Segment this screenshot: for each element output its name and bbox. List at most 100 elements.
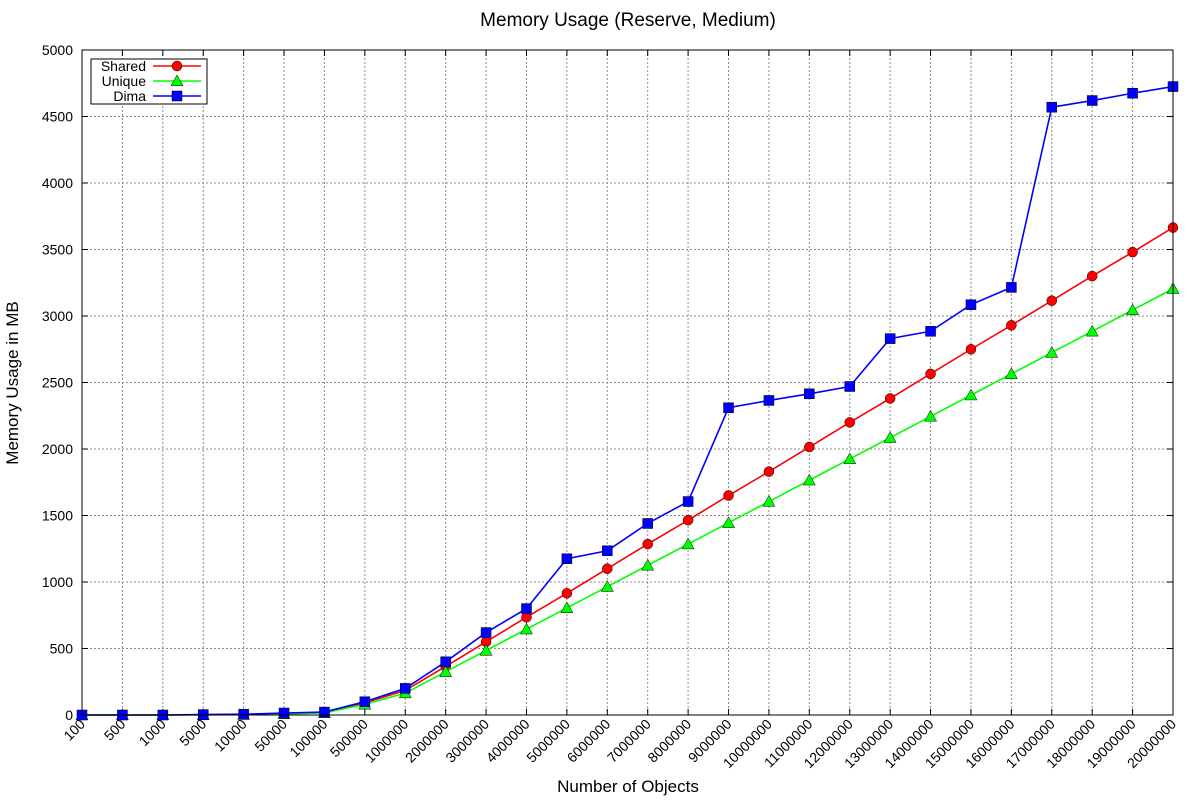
data-point xyxy=(642,518,653,529)
x-tick-label: 4000000 xyxy=(483,716,533,766)
data-point xyxy=(1045,346,1059,358)
data-point xyxy=(170,74,184,87)
x-tick-label: 5000000 xyxy=(523,716,573,766)
data-point xyxy=(844,381,855,392)
data-point xyxy=(319,706,330,718)
data-point xyxy=(925,326,936,337)
data-point xyxy=(520,622,533,635)
data-point xyxy=(171,90,183,102)
x-tick-label: 100000 xyxy=(286,716,330,760)
data-point xyxy=(479,643,493,656)
data-point xyxy=(844,417,855,428)
y-tick-label: 2500 xyxy=(42,375,73,391)
data-point xyxy=(1085,324,1099,337)
x-axis-label: Number of Objects xyxy=(557,777,699,796)
y-tick-label: 5000 xyxy=(42,42,73,58)
series-line xyxy=(82,226,1174,716)
data-point xyxy=(560,601,574,613)
data-point xyxy=(600,580,614,592)
data-point xyxy=(521,603,532,614)
y-tick-label: 1500 xyxy=(42,508,73,524)
y-tick-label: 2000 xyxy=(42,441,73,457)
data-point xyxy=(1046,101,1058,113)
data-point xyxy=(480,627,492,638)
data-point xyxy=(682,496,694,507)
data-point xyxy=(1086,95,1098,106)
data-point xyxy=(602,563,613,574)
y-axis-label: Memory Usage in MB xyxy=(3,301,22,464)
data-point xyxy=(964,388,978,401)
data-point xyxy=(400,683,411,694)
x-tick-label: 7000000 xyxy=(604,716,654,766)
data-point xyxy=(359,696,371,707)
data-point xyxy=(1004,367,1018,379)
x-tick-label: 10000 xyxy=(211,716,250,755)
data-point xyxy=(925,368,936,380)
data-point xyxy=(602,545,613,556)
tick-labels: 0 500 1000 1500 2000 2500 3000 3500 4000 4500 5000… xyxy=(42,42,1179,771)
y-tick-label: 0 xyxy=(65,707,73,723)
plot-frame xyxy=(81,49,1174,716)
x-tick-label: 1000000 xyxy=(362,716,412,766)
data-point xyxy=(171,60,183,72)
series-unique xyxy=(75,282,1180,721)
data-point xyxy=(804,388,815,400)
x-tick-label: 50000 xyxy=(251,716,290,755)
y-tick-label: 3000 xyxy=(42,308,73,324)
legend-label: Shared xyxy=(101,58,146,74)
y-tick-label: 1000 xyxy=(42,574,73,590)
data-point xyxy=(1127,246,1138,258)
data-point xyxy=(802,473,816,486)
x-tick-label: 1000 xyxy=(136,716,169,749)
data-point xyxy=(439,665,453,677)
series-line xyxy=(82,85,1174,716)
legend-label: Unique xyxy=(102,73,147,89)
series-dima xyxy=(76,81,1179,721)
data-point xyxy=(238,708,249,720)
series-lines xyxy=(75,81,1180,721)
data-point xyxy=(642,538,653,550)
x-tick-label: 2000000 xyxy=(402,716,452,766)
data-point xyxy=(1006,282,1017,293)
data-point xyxy=(804,441,815,453)
x-tick-label: 3000000 xyxy=(442,716,492,766)
data-point xyxy=(1127,87,1138,99)
series-shared xyxy=(76,222,1179,721)
y-tick-label: 4500 xyxy=(42,109,73,125)
data-point xyxy=(763,466,775,477)
data-point xyxy=(884,393,896,404)
data-point xyxy=(883,431,897,443)
data-point xyxy=(924,409,937,422)
data-point xyxy=(681,537,695,550)
data-point xyxy=(1086,270,1098,282)
grid-lines xyxy=(82,50,1173,715)
y-tick-label: 4000 xyxy=(42,175,73,191)
y-tick-label: 3500 xyxy=(42,242,73,258)
data-point xyxy=(682,514,694,526)
data-point xyxy=(965,299,977,310)
data-point xyxy=(440,656,451,668)
data-point xyxy=(762,495,776,507)
data-point xyxy=(723,490,734,501)
data-point xyxy=(723,402,734,414)
data-point xyxy=(763,395,775,406)
x-tick-label: 6000000 xyxy=(564,716,614,766)
data-point xyxy=(965,344,977,355)
legend-label: Dima xyxy=(113,88,146,104)
data-point xyxy=(278,707,290,719)
series-line xyxy=(82,288,1174,716)
data-point xyxy=(884,333,896,344)
data-point xyxy=(561,553,573,564)
data-point xyxy=(1046,295,1058,306)
data-point xyxy=(1006,320,1017,331)
data-point xyxy=(722,516,735,528)
data-point xyxy=(1126,303,1140,316)
x-tick-label: 8000000 xyxy=(644,716,694,766)
data-point xyxy=(561,588,573,599)
chart-title: Memory Usage (Reserve, Medium) xyxy=(480,10,776,31)
x-tick-label: 5000 xyxy=(176,716,209,749)
data-point xyxy=(641,558,655,571)
